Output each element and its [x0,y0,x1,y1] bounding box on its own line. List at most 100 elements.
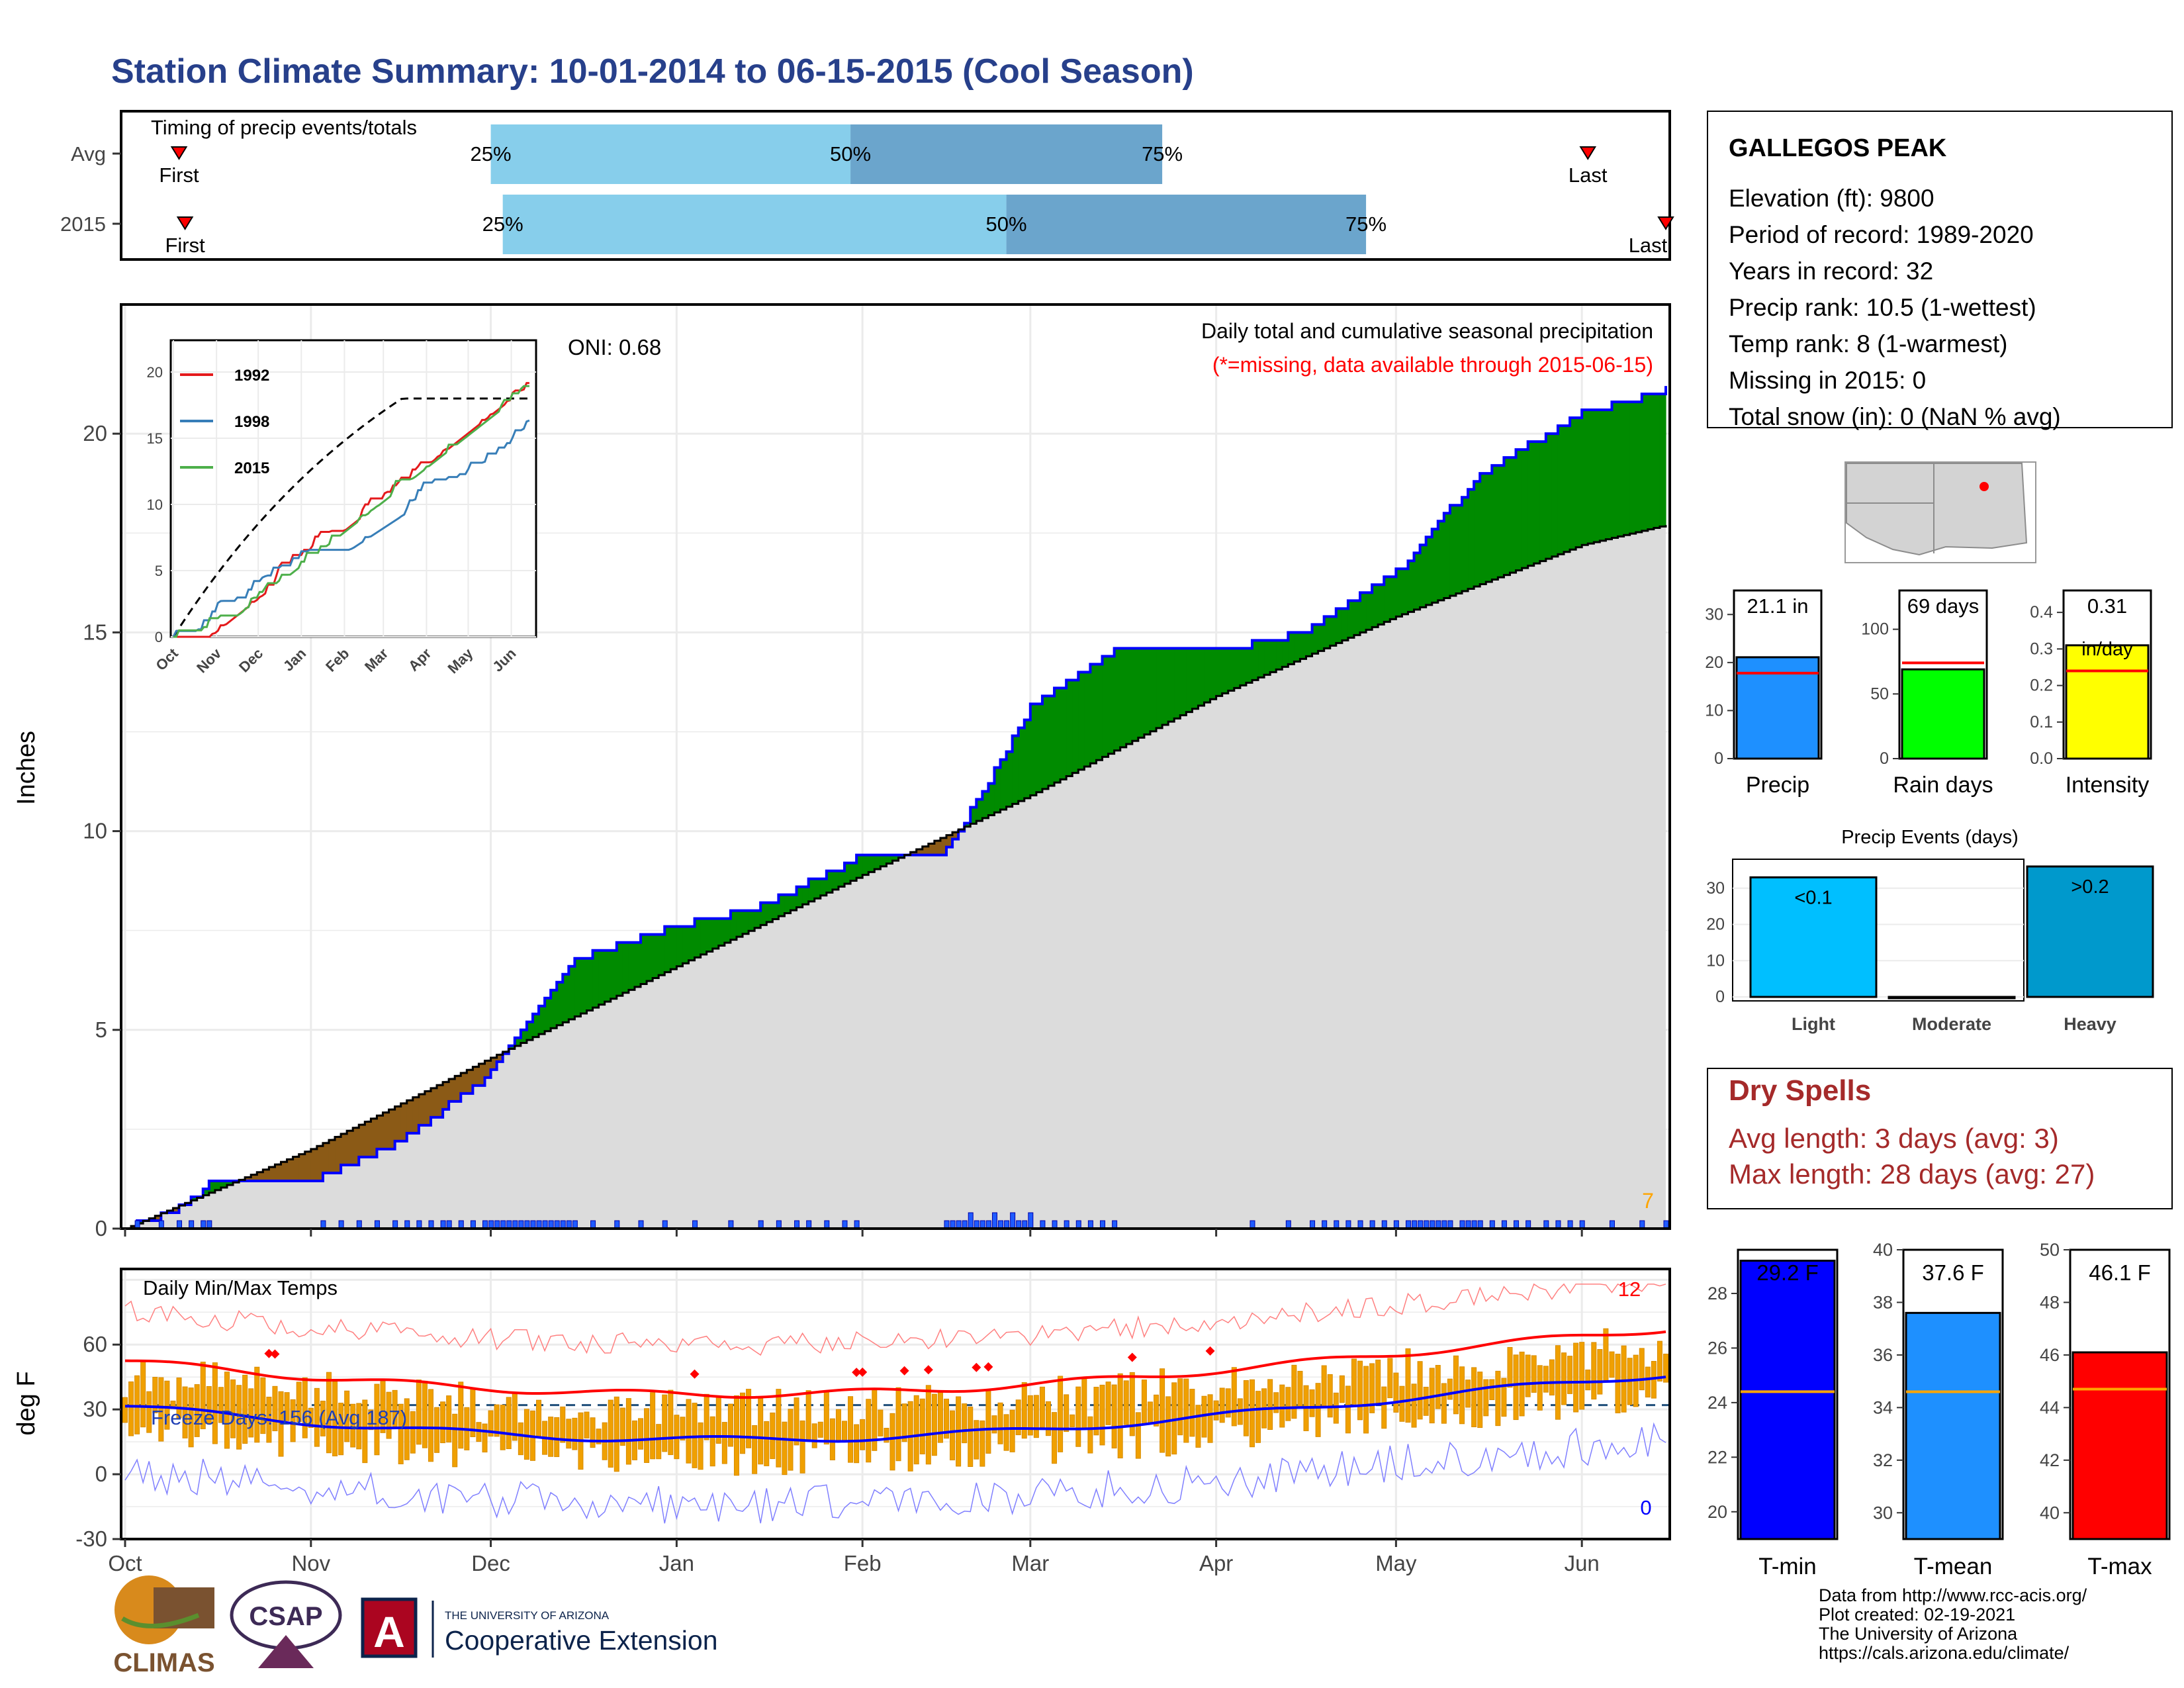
surplus-area [1006,751,1013,807]
daily-temp-bar [326,1372,332,1454]
station-lines: Elevation (ft): 9800 Period of record: 19… [1729,185,2061,430]
surplus-area [790,894,797,911]
temp-y-label: deg F [13,1371,40,1435]
daily-temp-bar [1045,1401,1051,1436]
daily-temp-bar [931,1393,937,1456]
surplus-area [1498,465,1505,578]
surplus-area [1120,648,1127,747]
surplus-area [1653,394,1661,528]
surplus-area [580,958,588,1013]
daily-temp-bar [1243,1380,1249,1436]
surplus-area [1018,727,1025,802]
deficit-area [275,1164,282,1181]
surplus-area [1282,640,1289,667]
temp-bar-charts: 29.2 F 20 22 24 26 28 T-min 37.6 F 30 32 34 36 38 40 T… [1707,1240,2171,1579]
surplus-area [1545,434,1553,559]
surplus-area [760,902,767,925]
surplus-area [1078,672,1085,770]
surplus-area [1192,648,1199,709]
daily-temp-bar [128,1381,134,1436]
daily-temp-bar [991,1415,997,1434]
temp-bar-tick-label: 40 [1873,1240,1893,1260]
daily-temp-bar [1471,1367,1477,1427]
surplus-area [1617,402,1625,537]
deficit-area [940,837,947,855]
inset-y-tick-label: 20 [147,364,163,381]
daily-temp-bar [1501,1378,1507,1417]
temp-bar-tick-label: 26 [1707,1338,1727,1358]
deficit-area [359,1125,365,1157]
daily-temp-bar [608,1399,614,1468]
timing-row-label: Avg [71,142,106,165]
surplus-area [557,982,563,1025]
daily-temp-bar [560,1406,566,1443]
daily-temp-bar [440,1401,446,1444]
daily-temp-bar [1052,1412,1058,1464]
daily-temp-bar [943,1398,949,1439]
surplus-area [1300,632,1307,659]
daily-temp-bar [122,1397,128,1423]
dry-spells-box: Dry Spells Avg length: 3 days (avg: 3) M… [1707,1068,2173,1209]
surplus-area [526,1021,533,1041]
surplus-area [1090,664,1097,764]
surplus-area [1510,457,1517,573]
surplus-area [1264,640,1271,675]
daily-temp-bar [1105,1382,1111,1425]
temp-bar-name: T-max [2087,1554,2152,1579]
daily-temp-bar [1195,1405,1201,1448]
surplus-area [700,918,707,955]
csap-logo-text: CSAP [249,1602,322,1631]
deficit-area [316,1146,324,1181]
temp-bar-tick-label: 20 [1707,1502,1727,1522]
daily-temp-bar [134,1375,140,1434]
timing-p75-label: 75% [1345,212,1387,236]
daily-temp-bar [1441,1383,1447,1424]
record-high-marker [264,1348,274,1358]
daily-temp-bar [1177,1378,1183,1436]
surplus-area [1360,592,1367,633]
station-info-line: Period of record: 1989-2020 [1729,221,2034,248]
events-tick-label: 20 [1706,915,1725,934]
daily-temp-bar [1549,1359,1555,1396]
inset-series-line [173,382,529,638]
daily-temp-bar [872,1389,878,1451]
summary-bar-tick-label: 0 [1880,749,1889,768]
daily-temp-bar [1015,1399,1021,1436]
daily-temp-bar [344,1390,350,1442]
daily-temp-bar [188,1387,194,1448]
daily-temp-bar [434,1407,440,1453]
daily-temp-bar [1615,1354,1621,1413]
surplus-area [1294,632,1301,662]
daily-temp-bar [770,1412,776,1460]
surplus-area [820,878,827,896]
daily-temp-bar [1411,1383,1417,1428]
daily-temp-bar [848,1396,854,1463]
daily-temp-bar [1081,1378,1087,1430]
surplus-area [712,918,719,949]
surplus-area [1186,648,1193,712]
station-info-line: Temp rank: 8 (1-warmest) [1729,330,2008,357]
logo-ua-extension: A THE UNIVERSITY OF ARIZONA Cooperative … [361,1597,718,1658]
daily-temp-bar [799,1420,805,1474]
daily-temp-bar [727,1403,733,1447]
surplus-area [724,918,731,943]
deficit-area [496,1055,504,1062]
daily-temp-bar [1369,1363,1375,1413]
summary-bar-charts: 21.1 in 0 10 20 30 Precip 69 days 0 50 100 Rain da… [1705,589,2152,798]
surplus-area [874,855,881,870]
timing-panel: Timing of precip events/totals Avg 25% 50%… [60,110,1674,261]
surplus-area [1353,600,1361,635]
surplus-area [850,863,857,881]
daily-temp-bar [656,1424,662,1460]
daily-temp-bar [740,1392,746,1454]
surplus-area [1486,473,1492,583]
deficit-area [251,1174,257,1181]
daily-temp-bar [625,1398,631,1465]
surplus-area [659,934,665,976]
temp-bar-tick-label: 24 [1707,1393,1727,1413]
daily-temp-bar [302,1377,308,1438]
surplus-area [1366,592,1373,630]
surplus-area [814,878,821,899]
daily-temp-bar [1375,1359,1381,1405]
